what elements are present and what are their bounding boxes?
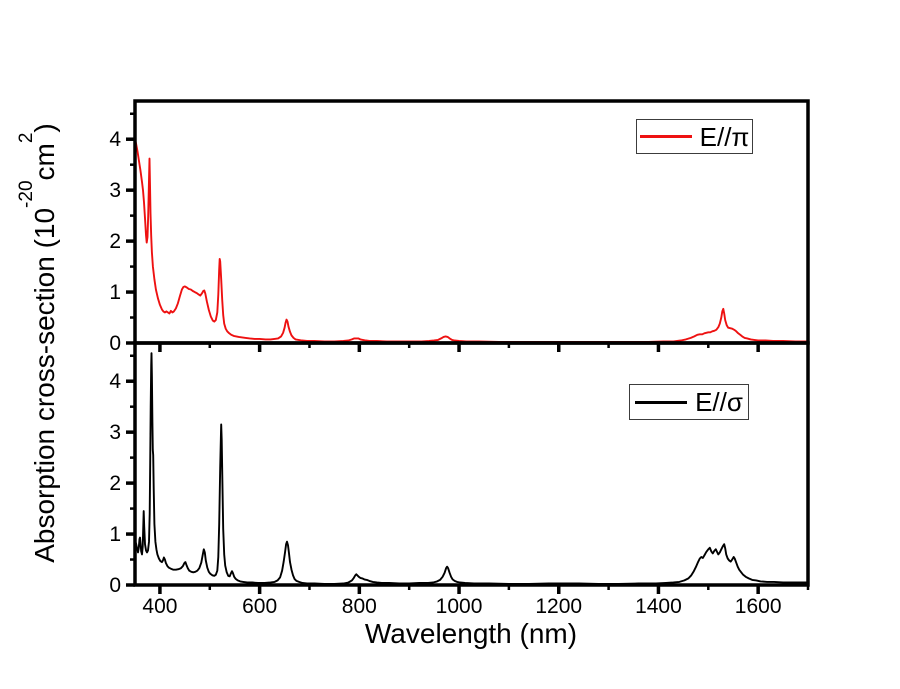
y-axis-title: Absorption cross-section (10-20cm2) — [16, 80, 63, 606]
series-line-e-parallel-pi — [135, 138, 808, 343]
y-axis-title-exponent: -20 — [15, 180, 37, 208]
y-axis-title-text: Absorption cross-section (10 — [29, 207, 60, 563]
y-tick-label: 1 — [109, 281, 121, 304]
y-axis-title-unit: cm — [29, 143, 60, 181]
y-axis-title-suffix: ) — [29, 123, 60, 133]
y-tick-label: 3 — [109, 179, 121, 202]
y-tick-label: 1 — [109, 523, 121, 546]
legend-line-e-pi — [639, 135, 692, 138]
legend-line-e-sigma — [635, 400, 688, 404]
x-tick-label: 1600 — [735, 595, 782, 618]
y-tick-label: 4 — [109, 370, 121, 393]
x-tick-label: 400 — [142, 595, 177, 618]
legend-label-e-pi: E//π — [699, 121, 750, 152]
legend-e-sigma: E//σ — [629, 384, 749, 420]
y-tick-label: 0 — [109, 574, 121, 597]
x-tick-label: 1200 — [535, 595, 582, 618]
y-tick-label: 3 — [109, 421, 121, 444]
y-tick-label: 2 — [109, 472, 121, 495]
y-tick-label: 2 — [109, 230, 121, 253]
x-axis-title: Wavelength (nm) — [364, 618, 578, 649]
y-tick-label: 4 — [109, 128, 121, 151]
series-line-e-parallel-sigma — [135, 352, 808, 585]
x-tick-label: 1000 — [436, 595, 483, 618]
x-tick-label: 800 — [342, 595, 377, 618]
y-tick-label: 0 — [109, 332, 121, 355]
x-tick-label: 1400 — [635, 595, 682, 618]
legend-e-pi: E//π — [636, 119, 753, 154]
legend-label-e-sigma: E//σ — [695, 387, 743, 417]
y-axis-title-unit-exponent: 2 — [15, 132, 37, 144]
x-tick-label: 600 — [242, 595, 277, 618]
panel-frame-bottom — [133, 341, 810, 587]
